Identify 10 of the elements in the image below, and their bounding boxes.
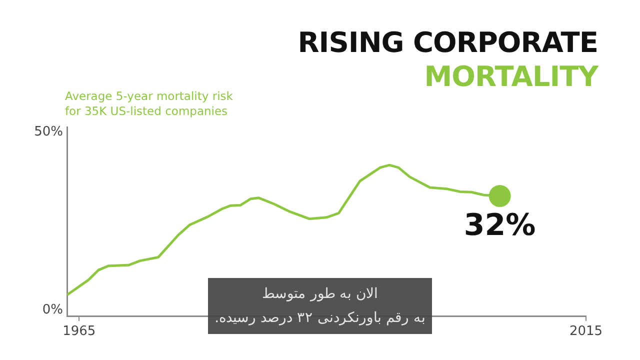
x-tick-label: 2015 xyxy=(569,324,603,340)
chart-subtitle: MORTALITY xyxy=(424,60,598,93)
annotation: به رقم باورنکردنی ۳۲ درصد رسیده. xyxy=(214,309,426,328)
y-tick-label: 50% xyxy=(34,124,63,140)
y-tick-label: 0% xyxy=(42,302,63,318)
annotation: الان به طور متوسط xyxy=(260,285,380,304)
x-tick-label: 1965 xyxy=(62,324,96,340)
chart-title: RISING CORPORATE xyxy=(298,26,598,59)
data-label: 32% xyxy=(464,208,536,243)
y-axis-title: Average 5-year mortality risk for 35K US-listed companies xyxy=(65,89,234,119)
